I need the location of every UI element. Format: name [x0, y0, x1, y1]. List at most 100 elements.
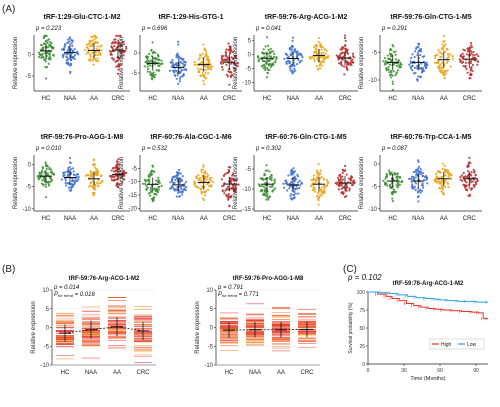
- data-point: [64, 182, 67, 185]
- data-point: [77, 176, 80, 179]
- x-tick-label: NAA: [287, 96, 299, 102]
- x-tick-label: CRC: [137, 370, 151, 376]
- data-point: [471, 63, 475, 67]
- data-point: [312, 177, 315, 180]
- data-point: [40, 182, 43, 185]
- data-point: [273, 180, 276, 183]
- data-point: [417, 45, 420, 48]
- panel-label-a: (A): [2, 4, 15, 15]
- data-point: [445, 61, 449, 64]
- data-point: [317, 196, 321, 200]
- data-point: [231, 74, 234, 77]
- data-point: [421, 174, 425, 178]
- x-tick-label: CRC: [301, 370, 315, 376]
- data-point: [150, 197, 154, 200]
- data-point: [291, 45, 294, 48]
- data-point: [44, 163, 48, 166]
- data-point: [448, 172, 451, 175]
- data-point: [440, 61, 444, 64]
- data-point: [423, 176, 427, 179]
- data-point: [73, 54, 77, 57]
- data-point: [117, 68, 120, 71]
- data-point: [70, 55, 73, 58]
- data-point: [319, 61, 322, 65]
- data-point: [125, 45, 128, 48]
- x-tick-label: HC: [388, 216, 397, 222]
- y-tick-label: 0: [210, 326, 214, 332]
- data-point: [234, 67, 237, 70]
- data-point: [447, 174, 450, 178]
- y-tick-label: 5: [248, 39, 252, 45]
- data-point: [209, 68, 212, 71]
- data-point: [291, 171, 294, 174]
- data-point: [44, 34, 48, 37]
- km-legend-label-low: Low: [467, 342, 477, 348]
- data-point: [335, 181, 338, 184]
- data-point: [445, 57, 449, 60]
- x-tick-label: NAA: [64, 96, 76, 102]
- data-point: [41, 48, 44, 51]
- p-value-label: p = 0.291: [381, 26, 407, 32]
- data-point: [46, 41, 49, 44]
- data-point: [155, 179, 158, 182]
- data-point: [175, 53, 179, 56]
- data-point: [422, 186, 425, 189]
- data-point: [291, 36, 295, 39]
- data-point: [445, 47, 449, 51]
- data-point: [464, 179, 467, 183]
- chart-title: tRF-59:76-Gln-CTG-1-M5: [390, 14, 471, 21]
- data-point: [266, 169, 269, 172]
- data-point: [93, 37, 96, 40]
- data-point: [440, 69, 444, 72]
- data-point: [230, 56, 233, 59]
- data-point: [119, 170, 122, 173]
- data-point: [417, 75, 420, 78]
- data-point: [263, 185, 266, 189]
- x-tick-label: NAA: [249, 370, 261, 376]
- data-point: [317, 36, 321, 40]
- x-tick-label: AA: [440, 96, 448, 102]
- data-point: [92, 162, 95, 166]
- data-point: [150, 49, 153, 52]
- data-point: [62, 47, 65, 51]
- data-point: [317, 173, 321, 176]
- data-point: [88, 58, 91, 61]
- data-point: [470, 51, 473, 54]
- data-point: [449, 53, 452, 56]
- data-point: [84, 174, 88, 177]
- data-point: [69, 168, 73, 171]
- data-point: [177, 43, 180, 46]
- data-point: [267, 198, 270, 201]
- data-point: [383, 63, 386, 66]
- data-point: [221, 185, 224, 188]
- data-point: [73, 182, 76, 185]
- x-tick-label: AA: [315, 96, 323, 102]
- data-point: [44, 164, 47, 168]
- chart-c-km: tRF-59:76-Arg-ACG-1-M2 p = 0.102 0 25 50 75 10…: [347, 273, 488, 382]
- data-point: [291, 173, 294, 176]
- y-tick-label: -10: [242, 187, 251, 193]
- data-point: [150, 77, 153, 80]
- chart-a-3: tRF-59:76-Arg-ACG-1-M2 p = 0.041 -10 -5 0 5 HC…: [233, 14, 358, 102]
- data-point: [443, 174, 446, 177]
- data-point: [99, 52, 102, 55]
- data-point: [173, 74, 176, 77]
- data-point: [145, 184, 148, 188]
- data-point: [392, 70, 395, 73]
- data-point: [116, 72, 120, 75]
- data-point: [195, 63, 198, 66]
- data-point: [88, 41, 91, 45]
- data-point: [324, 52, 327, 55]
- data-point: [52, 173, 56, 176]
- data-point: [289, 69, 292, 72]
- data-point: [63, 171, 67, 174]
- data-point: [228, 70, 231, 74]
- data-point: [437, 181, 440, 184]
- data-point: [84, 48, 87, 52]
- data-point: [385, 69, 389, 72]
- data-point: [116, 181, 119, 185]
- data-point: [319, 189, 323, 193]
- data-point: [340, 191, 344, 194]
- data-point: [69, 70, 72, 73]
- data-point: [320, 48, 323, 51]
